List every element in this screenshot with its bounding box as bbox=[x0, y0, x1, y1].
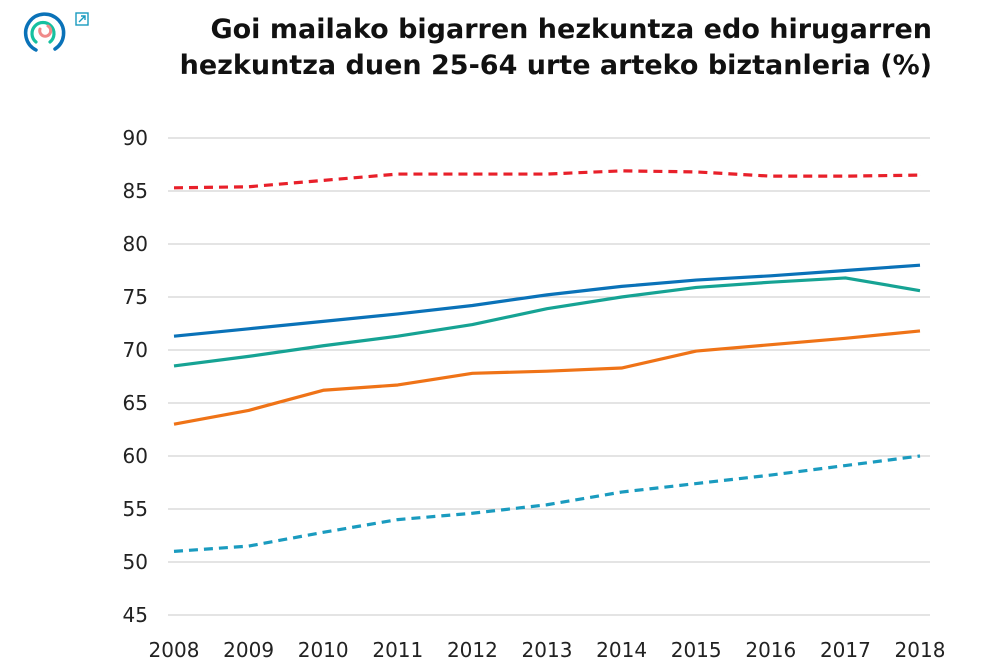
x-tick-label: 2016 bbox=[745, 638, 796, 662]
series-line-2 bbox=[173, 276, 921, 368]
series-line-0 bbox=[173, 169, 921, 190]
x-tick-label: 2009 bbox=[223, 638, 274, 662]
y-tick-label: 85 bbox=[123, 179, 148, 203]
y-tick-label: 75 bbox=[123, 285, 148, 309]
external-link-icon[interactable] bbox=[75, 12, 89, 26]
y-tick-label: 80 bbox=[123, 232, 148, 256]
x-tick-label: 2010 bbox=[298, 638, 349, 662]
x-tick-label: 2008 bbox=[149, 638, 200, 662]
series-line-3 bbox=[173, 329, 921, 426]
series-line-1 bbox=[173, 263, 921, 338]
y-tick-label: 60 bbox=[123, 444, 148, 468]
y-tick-label: 55 bbox=[123, 497, 148, 521]
x-tick-label: 2014 bbox=[596, 638, 647, 662]
y-tick-label: 70 bbox=[123, 338, 148, 362]
x-tick-label: 2015 bbox=[671, 638, 722, 662]
series-line-4 bbox=[173, 454, 921, 553]
x-tick-label: 2018 bbox=[895, 638, 946, 662]
x-tick-label: 2013 bbox=[522, 638, 573, 662]
logo-icon bbox=[23, 12, 66, 52]
y-tick-label: 65 bbox=[123, 391, 148, 415]
x-tick-label: 2017 bbox=[820, 638, 871, 662]
x-tick-label: 2012 bbox=[447, 638, 498, 662]
y-tick-label: 45 bbox=[123, 603, 148, 627]
x-tick-label: 2011 bbox=[372, 638, 423, 662]
chart-title: Goi mailako bigarren hezkuntza edo hirug… bbox=[179, 14, 932, 81]
y-tick-label: 50 bbox=[123, 550, 148, 574]
y-tick-label: 90 bbox=[123, 126, 148, 150]
